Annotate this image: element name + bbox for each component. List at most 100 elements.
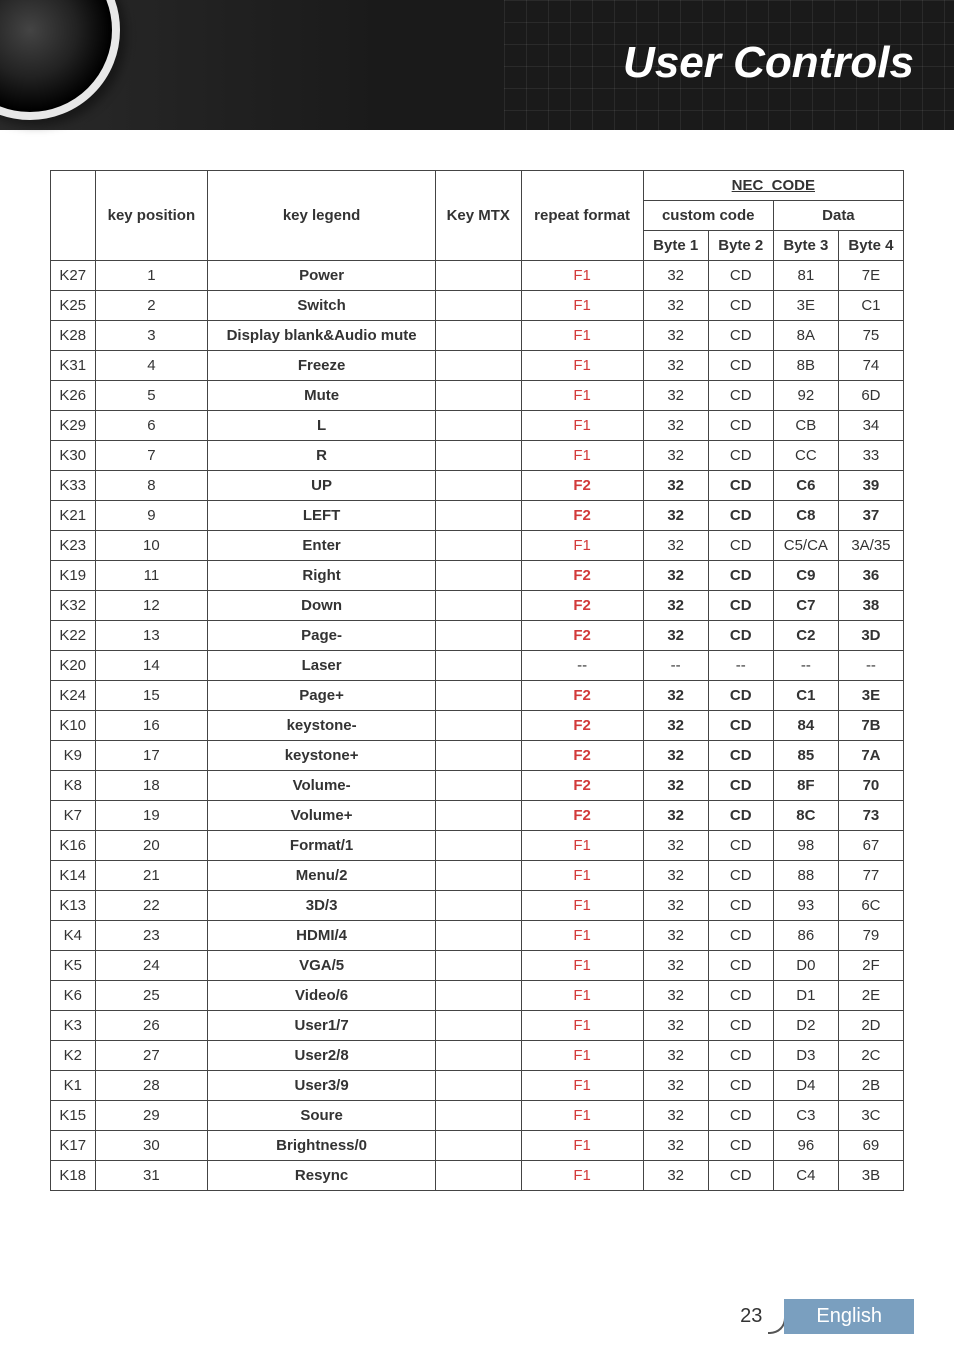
cell-byte2: CD [708, 351, 773, 381]
cell-row-label: K21 [51, 501, 96, 531]
cell-key-legend: Brightness/0 [208, 1131, 436, 1161]
table-row: K3212DownF232CDC738 [51, 591, 904, 621]
cell-row-label: K32 [51, 591, 96, 621]
cell-key-legend: Freeze [208, 351, 436, 381]
cell-byte3: 93 [773, 891, 838, 921]
cell-key-position: 24 [95, 951, 208, 981]
cell-byte3: D3 [773, 1041, 838, 1071]
cell-byte3: D2 [773, 1011, 838, 1041]
cell-row-label: K22 [51, 621, 96, 651]
table-row: K326User1/7F132CDD22D [51, 1011, 904, 1041]
cell-key-position: 5 [95, 381, 208, 411]
cell-byte3: C1 [773, 681, 838, 711]
cell-byte4: 2C [838, 1041, 903, 1071]
cell-row-label: K33 [51, 471, 96, 501]
col-key-legend: key legend [208, 171, 436, 261]
table-row: K818Volume-F232CD8F70 [51, 771, 904, 801]
cell-byte2: CD [708, 891, 773, 921]
cell-key-legend: R [208, 441, 436, 471]
cell-byte1: 32 [643, 1161, 708, 1191]
cell-key-mtx [435, 771, 521, 801]
cell-byte2: CD [708, 321, 773, 351]
cell-key-position: 26 [95, 1011, 208, 1041]
cell-key-mtx [435, 801, 521, 831]
cell-key-mtx [435, 711, 521, 741]
cell-row-label: K16 [51, 831, 96, 861]
cell-byte3: 8B [773, 351, 838, 381]
col-byte1: Byte 1 [643, 231, 708, 261]
cell-key-mtx [435, 321, 521, 351]
cell-key-position: 17 [95, 741, 208, 771]
cell-byte4: 6D [838, 381, 903, 411]
table-row: K338UPF232CDC639 [51, 471, 904, 501]
cell-byte2: CD [708, 1041, 773, 1071]
cell-key-legend: Resync [208, 1161, 436, 1191]
cell-repeat-format: F1 [521, 381, 643, 411]
cell-row-label: K19 [51, 561, 96, 591]
cell-byte1: 32 [643, 261, 708, 291]
cell-byte2: CD [708, 681, 773, 711]
cell-byte2: CD [708, 801, 773, 831]
cell-byte3: CC [773, 441, 838, 471]
table-row: K2310EnterF132CDC5/CA3A/35 [51, 531, 904, 561]
cell-key-position: 4 [95, 351, 208, 381]
table-row: K1529SoureF132CDC33C [51, 1101, 904, 1131]
cell-byte1: 32 [643, 1041, 708, 1071]
cell-key-legend: Page+ [208, 681, 436, 711]
cell-byte3: 98 [773, 831, 838, 861]
cell-key-legend: HDMI/4 [208, 921, 436, 951]
cell-byte4: 2F [838, 951, 903, 981]
cell-byte4: C1 [838, 291, 903, 321]
cell-repeat-format: F2 [521, 471, 643, 501]
cell-byte4: 7B [838, 711, 903, 741]
cell-byte3: 84 [773, 711, 838, 741]
cell-byte2: CD [708, 501, 773, 531]
cell-byte4: 7E [838, 261, 903, 291]
table-row: K2415Page+F232CDC13E [51, 681, 904, 711]
cell-key-mtx [435, 981, 521, 1011]
cell-key-legend: User3/9 [208, 1071, 436, 1101]
cell-repeat-format: F1 [521, 1131, 643, 1161]
language-tab: English [784, 1299, 914, 1334]
cell-key-legend: LEFT [208, 501, 436, 531]
cell-byte1: 32 [643, 561, 708, 591]
table-row: K1421Menu/2F132CD8877 [51, 861, 904, 891]
cell-repeat-format: F2 [521, 591, 643, 621]
cell-key-mtx [435, 831, 521, 861]
cell-key-mtx [435, 501, 521, 531]
cell-byte3: C2 [773, 621, 838, 651]
cell-key-legend: Power [208, 261, 436, 291]
cell-byte1: 32 [643, 801, 708, 831]
col-byte4: Byte 4 [838, 231, 903, 261]
cell-key-legend: Volume- [208, 771, 436, 801]
table-row: K265MuteF132CD926D [51, 381, 904, 411]
cell-key-position: 14 [95, 651, 208, 681]
cell-byte4: 67 [838, 831, 903, 861]
cell-key-mtx [435, 921, 521, 951]
cell-byte3: 8C [773, 801, 838, 831]
cell-repeat-format: F1 [521, 1041, 643, 1071]
cell-row-label: K7 [51, 801, 96, 831]
cell-byte1: 32 [643, 711, 708, 741]
cell-key-position: 13 [95, 621, 208, 651]
cell-byte3: D0 [773, 951, 838, 981]
cell-key-position: 25 [95, 981, 208, 1011]
cell-repeat-format: -- [521, 651, 643, 681]
col-key-position: key position [95, 171, 208, 261]
cell-byte2: CD [708, 861, 773, 891]
table-row: K1911RightF232CDC936 [51, 561, 904, 591]
cell-byte2: CD [708, 1071, 773, 1101]
cell-row-label: K25 [51, 291, 96, 321]
cell-row-label: K31 [51, 351, 96, 381]
cell-repeat-format: F1 [521, 1011, 643, 1041]
cell-byte2: CD [708, 831, 773, 861]
cell-byte2: CD [708, 471, 773, 501]
cell-key-legend: Menu/2 [208, 861, 436, 891]
table-row: K917keystone+F232CD857A [51, 741, 904, 771]
cell-key-legend: Page- [208, 621, 436, 651]
cell-byte3: 86 [773, 921, 838, 951]
cell-key-mtx [435, 1101, 521, 1131]
cell-byte4: 70 [838, 771, 903, 801]
cell-key-position: 20 [95, 831, 208, 861]
cell-row-label: K6 [51, 981, 96, 1011]
